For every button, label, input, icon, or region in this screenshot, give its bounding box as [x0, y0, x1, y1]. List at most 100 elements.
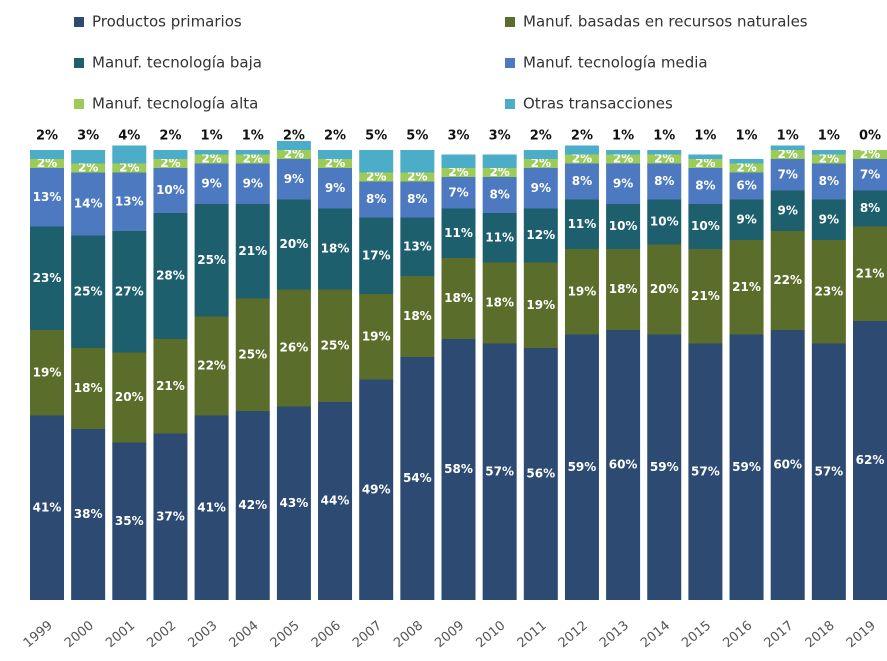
- legend-swatch: [74, 99, 84, 109]
- bar-segment: [71, 150, 106, 164]
- legend-label: Otras transacciones: [523, 95, 673, 113]
- data-label: 2%: [324, 129, 346, 144]
- data-label: 9%: [778, 203, 798, 217]
- data-label: 10%: [691, 219, 720, 233]
- data-label: 19%: [526, 298, 555, 312]
- data-label: 1%: [694, 129, 716, 144]
- data-label: 11%: [444, 226, 473, 240]
- x-tick-label: 2002: [144, 618, 179, 651]
- bar-segment: [770, 330, 805, 600]
- data-label: 2%: [160, 156, 180, 170]
- data-label: 21%: [691, 289, 720, 303]
- bar-segment: [318, 402, 353, 600]
- bar-segment: [112, 163, 147, 173]
- data-label: 1%: [736, 129, 758, 144]
- bar-segment: [235, 150, 270, 155]
- bar-segment: [194, 316, 229, 416]
- bar-segment: [811, 240, 846, 344]
- bar-segment: [30, 330, 64, 416]
- bar-segment: [564, 334, 599, 600]
- data-label: 18%: [609, 282, 638, 296]
- data-label: 13%: [115, 194, 144, 208]
- data-label: 56%: [526, 467, 555, 481]
- data-label: 4%: [118, 129, 140, 144]
- bar-segment: [71, 172, 106, 236]
- data-label: 28%: [156, 269, 185, 283]
- bar-segment: [400, 181, 435, 218]
- bar-segment: [853, 226, 887, 321]
- bar-segment: [235, 298, 270, 411]
- legend-swatch: [505, 58, 515, 68]
- bar-segment: [647, 244, 682, 335]
- bar-segment: [606, 154, 641, 164]
- bar-segment: [276, 159, 311, 200]
- bar-segment: [811, 150, 846, 155]
- x-tick-label: 2001: [103, 618, 138, 651]
- data-label: 13%: [33, 190, 62, 204]
- bar-segment: [71, 429, 106, 600]
- bar-segment: [318, 289, 353, 402]
- bar-segment: [523, 150, 558, 159]
- bar-segment: [400, 217, 435, 276]
- data-label: 8%: [695, 179, 715, 193]
- data-label: 20%: [650, 282, 679, 296]
- bar-segment: [729, 199, 764, 240]
- data-label: 2%: [448, 165, 468, 179]
- bar-segment: [194, 415, 229, 600]
- data-label: 25%: [197, 253, 226, 267]
- data-label: 60%: [773, 458, 802, 472]
- x-tick-label: 2012: [556, 618, 591, 651]
- bar-segment: [688, 249, 723, 344]
- data-label: 5%: [365, 129, 387, 144]
- data-label: 8%: [366, 192, 386, 206]
- bar-segment: [729, 334, 764, 600]
- data-label: 7%: [448, 185, 468, 199]
- bar-segment: [400, 276, 435, 357]
- bar-segment: [688, 204, 723, 249]
- data-label: 2%: [613, 152, 633, 166]
- bar-segment: [194, 154, 229, 164]
- bar-segment: [276, 150, 311, 159]
- bar-segment: [194, 163, 229, 204]
- data-label: 57%: [691, 464, 720, 478]
- bar-segment: [112, 145, 147, 164]
- bar-segment: [235, 163, 270, 204]
- legend-swatch: [74, 58, 84, 68]
- data-label: 22%: [197, 359, 226, 373]
- data-label: 27%: [115, 284, 144, 298]
- data-label: 2%: [778, 147, 798, 161]
- x-tick-label: 2004: [227, 618, 262, 651]
- data-label: 18%: [403, 309, 432, 323]
- data-label: 0%: [859, 129, 881, 144]
- bar-segment: [318, 208, 353, 290]
- data-label: 3%: [77, 129, 99, 144]
- data-label: 2%: [819, 152, 839, 166]
- bar-segment: [71, 163, 106, 173]
- bar-segment: [647, 199, 682, 245]
- data-label: 8%: [654, 174, 674, 188]
- bar-segment: [359, 294, 394, 380]
- legend-swatch: [74, 17, 84, 27]
- data-label: 21%: [732, 280, 761, 294]
- bar-segment: [729, 163, 764, 173]
- data-label: 2%: [159, 129, 181, 144]
- data-label: 2%: [36, 129, 58, 144]
- x-tick-label: 2003: [185, 618, 220, 651]
- x-tick-label: 2013: [597, 618, 632, 651]
- data-label: 49%: [362, 482, 391, 496]
- bar-segment: [441, 177, 476, 209]
- x-tick-label: 2016: [720, 618, 755, 651]
- data-label: 22%: [773, 273, 802, 287]
- data-label: 20%: [115, 390, 144, 404]
- bar-segment: [153, 159, 188, 168]
- data-label: 2%: [284, 147, 304, 161]
- bar-segment: [606, 204, 641, 249]
- data-label: 9%: [736, 212, 756, 226]
- bar-segment: [112, 442, 147, 600]
- data-label: 2%: [119, 161, 139, 175]
- bar-segment: [564, 249, 599, 335]
- data-label: 59%: [650, 460, 679, 474]
- x-tick-label: 2019: [844, 618, 879, 651]
- bar-segment: [30, 415, 64, 600]
- data-label: 7%: [778, 167, 798, 181]
